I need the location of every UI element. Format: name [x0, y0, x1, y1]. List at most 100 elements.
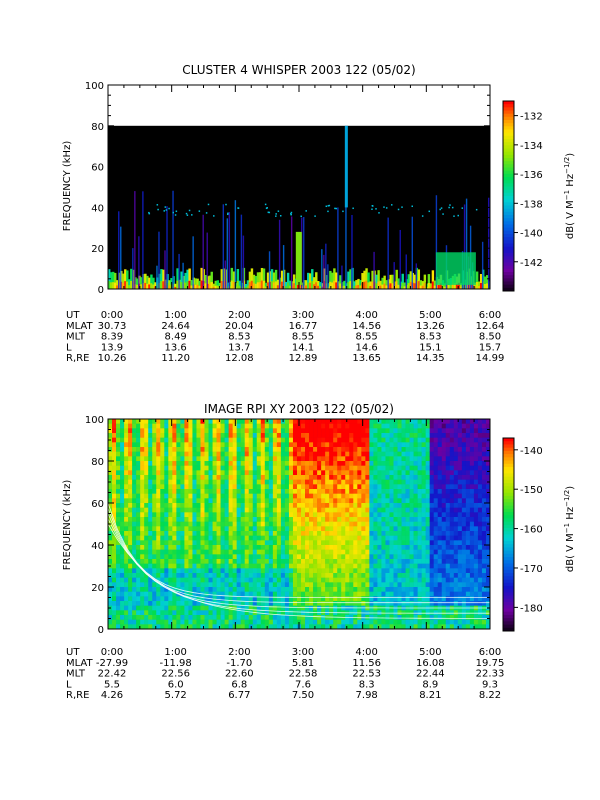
ephemeris-mlat: 24.64 [161, 321, 190, 332]
colorbar-tick-label: -140 [520, 446, 543, 457]
ephemeris-mlat: 30.73 [98, 321, 127, 332]
y-tick-label: 100 [85, 415, 104, 426]
ephemeris-l: 7.6 [295, 679, 311, 690]
colorbar-tick-label: -150 [520, 485, 543, 496]
ephemeris-l: 9.3 [482, 679, 498, 690]
ephemeris-mlat: -11.98 [160, 658, 192, 669]
ephemeris-ut: 2:00 [228, 647, 250, 658]
overlay-curves [107, 502, 490, 619]
ephemeris-mlat: -27.99 [96, 658, 128, 669]
ephemeris-r-re: 4.26 [101, 690, 123, 701]
colorbar-tick-label: -160 [520, 525, 543, 536]
ephemeris-label: MLT [66, 332, 86, 343]
ephemeris-mlat: 20.04 [225, 321, 254, 332]
ephemeris-mlat: 13.26 [416, 321, 445, 332]
ephemeris-ut: 3:00 [292, 647, 314, 658]
ephemeris-l: 8.3 [359, 679, 375, 690]
colorbar-tick-label: -134 [520, 141, 543, 152]
y-tick-label: 20 [91, 244, 104, 255]
y-tick-label: 0 [98, 285, 104, 296]
ephemeris-label: MLAT [66, 321, 93, 332]
ephemeris-mlt: 22.56 [161, 669, 190, 680]
ephemeris-ut: 4:00 [355, 310, 377, 321]
chart-title: CLUSTER 4 WHISPER 2003 122 (05/02) [182, 63, 415, 77]
ephemeris-mlt: 8.53 [419, 332, 441, 343]
colorbar-tick-label: -132 [520, 112, 543, 123]
ephemeris-l: 15.1 [419, 342, 441, 353]
ephemeris-label: L [66, 679, 72, 690]
y-axis: 0 20 40 60 80 100 [85, 415, 490, 636]
ephemeris-r-re: 5.72 [165, 690, 187, 701]
colorbar: -140 -150 -160 -170 -180 [502, 437, 543, 632]
ephemeris-l: 13.7 [228, 342, 250, 353]
ephemeris-l: 14.1 [292, 342, 314, 353]
ephemeris-table: UT 0:00 1:00 2:00 3:00 4:00 5:00 6:00 MLAT 30.73 2… [66, 310, 504, 364]
ephemeris-r-re: 13.65 [352, 353, 381, 364]
y-tick-label: 80 [91, 457, 104, 468]
y-tick-label: 20 [91, 583, 104, 594]
ephemeris-label: MLAT [66, 658, 93, 669]
ephemeris-r-re: 8.22 [479, 690, 501, 701]
ephemeris-r-re: 11.20 [161, 353, 190, 364]
ephemeris-ut: 5:00 [419, 647, 441, 658]
ephemeris-r-re: 12.89 [289, 353, 318, 364]
colorbar: -132 -134 -136 -138 -140 -142 [502, 100, 543, 292]
ephemeris-ut: 6:00 [479, 647, 501, 658]
ephemeris-r-re: 14.99 [476, 353, 505, 364]
ephemeris-l: 5.5 [104, 679, 120, 690]
ephemeris-mlt: 8.49 [165, 332, 187, 343]
ephemeris-r-re: 8.21 [419, 690, 441, 701]
ephemeris-ut: 3:00 [292, 310, 314, 321]
ephemeris-mlat: 16.77 [289, 321, 318, 332]
colorbar-label: dB( V M−1 Hz−1/2) [563, 153, 576, 239]
ephemeris-mlat: 11.56 [352, 658, 381, 669]
x-axis [107, 85, 491, 289]
colorbar-tick-label: -138 [520, 199, 543, 210]
y-tick-label: 40 [91, 203, 104, 214]
ephemeris-l: 6.0 [168, 679, 184, 690]
ephemeris-mlt: 22.44 [416, 669, 445, 680]
ephemeris-r-re: 12.08 [225, 353, 254, 364]
chart-title: IMAGE RPI XY 2003 122 (05/02) [204, 402, 394, 416]
ephemeris-mlat: -1.70 [226, 658, 252, 669]
ephemeris-r-re: 7.98 [356, 690, 378, 701]
ephemeris-mlat: 12.64 [476, 321, 505, 332]
ephemeris-label: R,RE [66, 690, 89, 701]
colorbar-tick-label: -180 [520, 603, 543, 614]
y-axis-label: FREQUENCY (kHz) [62, 141, 73, 232]
colorbar-label: dB( V M−1 Hz−1/2) [563, 486, 576, 572]
ephemeris-ut: 5:00 [419, 310, 441, 321]
ephemeris-ut: 1:00 [164, 647, 186, 658]
ephemeris-mlt: 22.58 [289, 669, 318, 680]
ephemeris-mlt: 22.33 [476, 669, 505, 680]
ephemeris-mlat: 19.75 [476, 658, 505, 669]
y-tick-label: 60 [91, 499, 104, 510]
ephemeris-ut: 2:00 [228, 310, 250, 321]
ephemeris-ut: 1:00 [164, 310, 186, 321]
y-axis-label: FREQUENCY (kHz) [62, 480, 73, 571]
ephemeris-mlat: 16.08 [416, 658, 445, 669]
ephemeris-label: UT [66, 310, 80, 321]
ephemeris-ut: 0:00 [101, 310, 123, 321]
ephemeris-mlt: 22.42 [98, 669, 127, 680]
colorbar-tick-label: -136 [520, 170, 543, 181]
ephemeris-label: UT [66, 647, 80, 658]
ephemeris-mlt: 22.53 [352, 669, 381, 680]
ephemeris-mlt: 8.55 [356, 332, 378, 343]
x-axis [107, 419, 491, 629]
ephemeris-l: 6.8 [231, 679, 247, 690]
y-tick-label: 100 [85, 81, 104, 92]
ephemeris-mlat: 5.81 [292, 658, 314, 669]
ephemeris-mlat: 14.56 [352, 321, 381, 332]
ephemeris-mlt: 8.55 [292, 332, 314, 343]
colorbar-tick-label: -140 [520, 229, 543, 240]
ephemeris-r-re: 7.50 [292, 690, 314, 701]
ephemeris-label: R,RE [66, 353, 89, 364]
cluster-panel: CLUSTER 4 WHISPER 2003 122 (05/02) FREQU… [62, 63, 576, 364]
y-tick-label: 0 [98, 625, 104, 636]
ephemeris-label: MLT [66, 669, 86, 680]
y-tick-label: 80 [91, 122, 104, 133]
ephemeris-mlt: 8.53 [228, 332, 250, 343]
y-tick-label: 60 [91, 163, 104, 174]
